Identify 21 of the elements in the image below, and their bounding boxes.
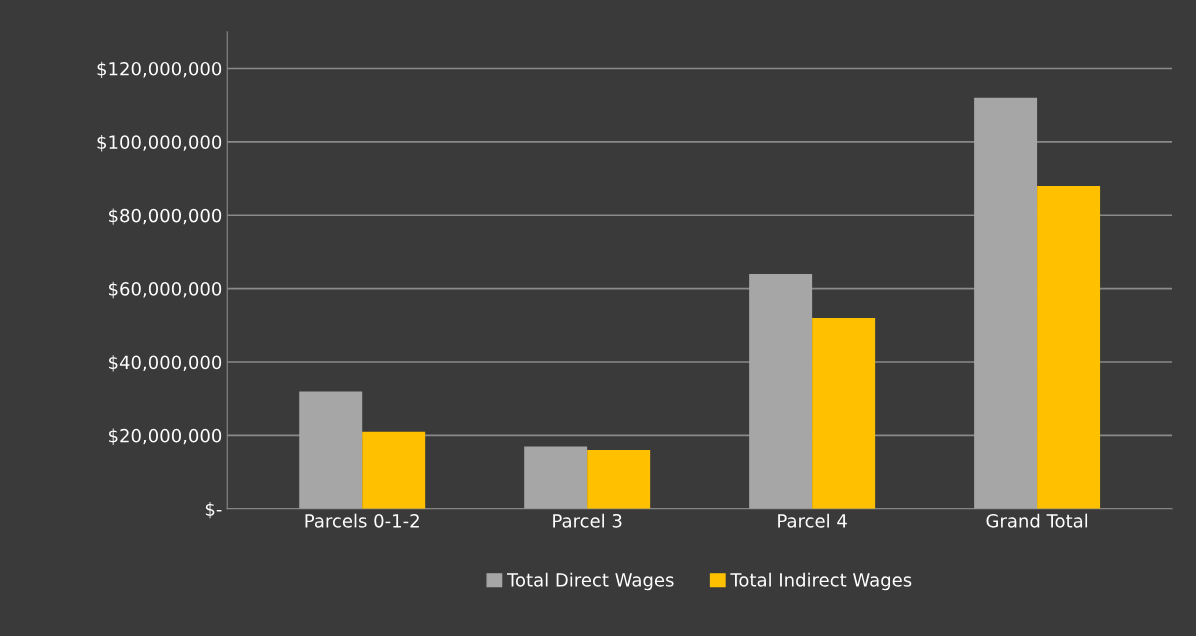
y-tick-label: $20,000,000 xyxy=(109,428,222,445)
y-tick-label: $40,000,000 xyxy=(109,355,222,372)
y-tick-label: $- xyxy=(205,501,222,519)
y-tick-label: $100,000,000 xyxy=(97,135,222,152)
bar xyxy=(1037,185,1101,509)
bar xyxy=(812,318,876,509)
legend-label: Total Indirect Wages xyxy=(730,572,912,591)
legend-label: Total Direct Wages xyxy=(506,572,674,591)
bar xyxy=(362,431,426,509)
y-tick-label: $60,000,000 xyxy=(109,281,222,299)
x-tick-label: Parcels 0-1-2 xyxy=(305,513,419,528)
y-tick-label: $120,000,000 xyxy=(97,61,222,79)
bar xyxy=(974,97,1038,509)
bar xyxy=(524,446,588,509)
x-tick-label: Parcel 4 xyxy=(778,513,847,528)
bar xyxy=(299,391,363,509)
bar xyxy=(749,273,813,509)
x-tick-label: Parcel 3 xyxy=(553,513,622,528)
bar xyxy=(587,450,651,509)
y-tick-label: $80,000,000 xyxy=(109,208,222,225)
x-tick-label: Grand Total xyxy=(986,513,1088,528)
